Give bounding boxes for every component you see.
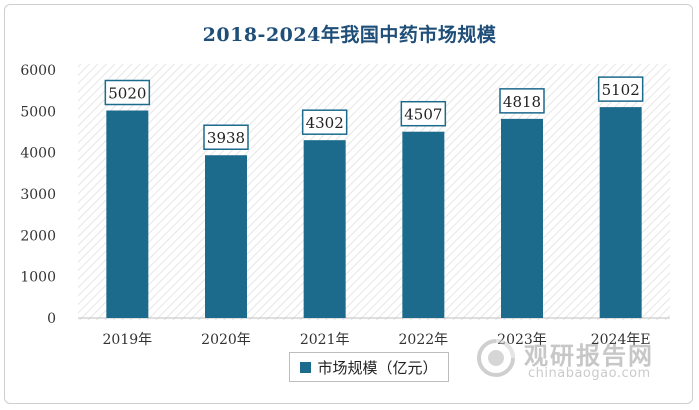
bar	[205, 155, 247, 318]
x-tick-label: 2023年	[497, 332, 547, 348]
data-label: 4818	[503, 93, 541, 111]
y-axis: 0 1000 2000 3000 4000 5000 6000	[20, 63, 56, 327]
bar	[599, 107, 642, 318]
bars	[106, 107, 642, 318]
data-label: 4302	[306, 114, 344, 132]
bar	[402, 131, 445, 318]
x-tick-label: 2024年E	[591, 332, 651, 348]
x-tick-label: 2020年	[201, 332, 251, 348]
bar	[303, 140, 346, 318]
bar	[501, 118, 543, 318]
y-tick-label: 4000	[20, 146, 56, 162]
data-label: 4507	[404, 106, 442, 124]
bar	[106, 110, 149, 318]
chart-title: 2018-2024年我国中药市场规模	[202, 24, 497, 46]
y-tick-label: 0	[47, 311, 56, 327]
x-tick-label: 2022年	[399, 332, 449, 348]
legend: 市场规模（亿元）	[289, 352, 449, 382]
data-label: 5102	[602, 81, 640, 99]
legend-label: 市场规模（亿元）	[317, 358, 438, 377]
y-tick-label: 6000	[20, 63, 56, 79]
x-tick-label: 2019年	[103, 332, 153, 348]
data-label-box	[104, 79, 151, 106]
plot-area-background	[78, 64, 670, 320]
y-tick-label: 5000	[20, 104, 56, 120]
data-label-box	[400, 100, 447, 127]
data-label-box	[499, 88, 545, 114]
legend-swatch	[300, 361, 312, 373]
data-labels: 5020 3938 4302 4507 4818 5102	[104, 76, 644, 150]
data-label: 3938	[207, 129, 245, 147]
data-label: 5020	[108, 85, 146, 103]
x-axis: 2019年 2020年 2021年 2022年 2023年 2024年E	[78, 317, 670, 348]
data-label-box	[597, 76, 644, 102]
y-tick-label: 1000	[20, 270, 56, 286]
y-tick-label: 2000	[20, 228, 56, 244]
data-label-box	[203, 124, 249, 150]
y-tick-label: 3000	[20, 187, 56, 203]
data-label-box	[301, 109, 348, 135]
x-tick-label: 2021年	[300, 332, 350, 348]
